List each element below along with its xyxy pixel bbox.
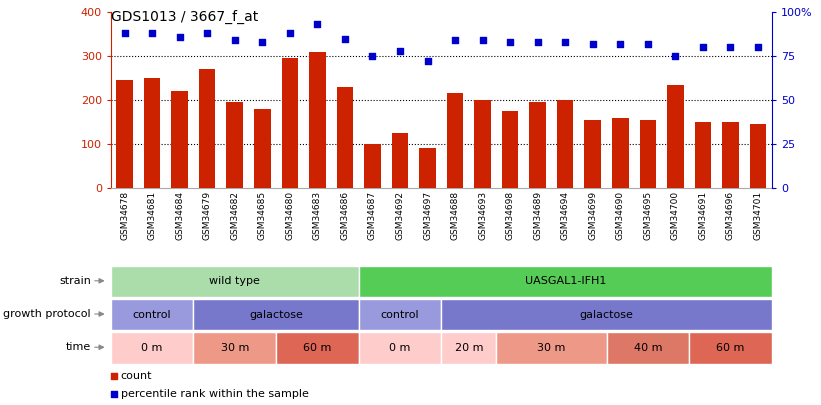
Point [503, 39, 516, 45]
Bar [442, 332, 497, 364]
Bar [194, 332, 276, 364]
Bar [227, 102, 243, 188]
Bar [359, 299, 442, 330]
Text: control: control [133, 310, 172, 320]
Point [751, 44, 764, 51]
Point [421, 58, 434, 65]
Text: wild type: wild type [209, 277, 260, 286]
Point [448, 37, 461, 43]
Text: percentile rank within the sample: percentile rank within the sample [121, 389, 309, 399]
Bar [695, 122, 711, 188]
Point [108, 390, 121, 397]
Bar [111, 299, 194, 330]
Point [531, 39, 544, 45]
Bar [194, 299, 359, 330]
Bar [359, 266, 772, 297]
Bar [111, 266, 359, 297]
Bar [359, 332, 442, 364]
Point [669, 53, 682, 60]
Point [311, 21, 324, 28]
Point [283, 30, 296, 36]
Text: 30 m: 30 m [221, 343, 249, 353]
Bar [199, 69, 215, 188]
Bar [420, 148, 436, 188]
Bar [722, 122, 739, 188]
Bar [475, 100, 491, 188]
Bar [254, 109, 271, 188]
Bar [276, 332, 359, 364]
Point [724, 44, 737, 51]
Bar [667, 85, 684, 188]
Text: 60 m: 60 m [303, 343, 332, 353]
Bar [337, 87, 353, 188]
Point [393, 47, 406, 54]
Point [108, 373, 121, 379]
Bar [392, 133, 408, 188]
Text: growth protocol: growth protocol [3, 309, 91, 319]
Point [118, 30, 131, 36]
Bar [111, 332, 194, 364]
Text: galactose: galactose [580, 310, 634, 320]
Point [586, 40, 599, 47]
Bar [172, 91, 188, 188]
Bar [365, 144, 381, 188]
Point [641, 40, 654, 47]
Bar [585, 120, 601, 188]
Bar [282, 58, 298, 188]
Point [366, 53, 379, 60]
Point [476, 37, 489, 43]
Text: 20 m: 20 m [455, 343, 483, 353]
Point [255, 39, 268, 45]
Text: 0 m: 0 m [389, 343, 410, 353]
Bar [497, 332, 607, 364]
Text: strain: strain [59, 276, 91, 286]
Bar [607, 332, 689, 364]
Bar [557, 100, 573, 188]
Text: 0 m: 0 m [141, 343, 163, 353]
Point [200, 30, 213, 36]
Bar [750, 124, 766, 188]
Text: time: time [66, 342, 91, 352]
Bar [640, 120, 656, 188]
Point [558, 39, 571, 45]
Bar [689, 332, 772, 364]
Bar [502, 111, 518, 188]
Text: control: control [381, 310, 420, 320]
Point [173, 34, 186, 40]
Point [228, 37, 241, 43]
Bar [612, 117, 629, 188]
Point [145, 30, 158, 36]
Bar [117, 80, 133, 188]
Text: 30 m: 30 m [537, 343, 566, 353]
Text: GDS1013 / 3667_f_at: GDS1013 / 3667_f_at [111, 10, 258, 24]
Text: UASGAL1-IFH1: UASGAL1-IFH1 [525, 277, 606, 286]
Text: 60 m: 60 m [716, 343, 745, 353]
Point [338, 35, 351, 42]
Text: galactose: galactose [249, 310, 303, 320]
Bar [144, 78, 160, 188]
Text: 40 m: 40 m [634, 343, 662, 353]
Bar [530, 102, 546, 188]
Point [614, 40, 627, 47]
Bar [447, 94, 463, 188]
Point [696, 44, 709, 51]
Bar [442, 299, 772, 330]
Bar [309, 52, 326, 188]
Text: count: count [121, 371, 152, 381]
